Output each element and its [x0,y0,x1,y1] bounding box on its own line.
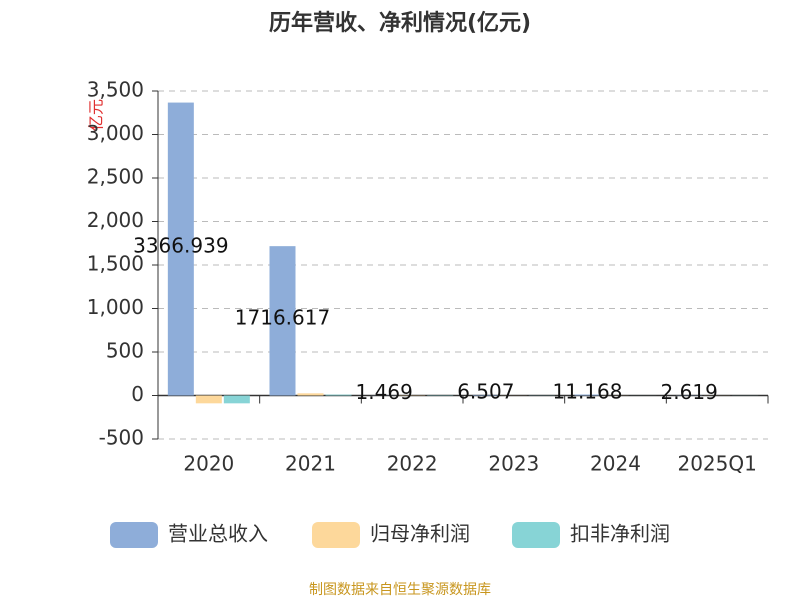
y-tick-label: 2,000 [87,208,144,232]
x-tick-label: 2025Q1 [677,452,756,476]
x-tick-label: 2020 [183,452,234,476]
x-tick-label: 2021 [285,452,336,476]
chart-title: 历年营收、净利情况(亿元) [269,10,531,36]
legend-label: 归母净利润 [370,522,470,546]
y-tick-label: 1,500 [87,252,144,276]
legend-swatch [110,522,158,548]
legend-swatch [512,522,560,548]
data-label: 6.507 [457,380,514,404]
data-label: 1716.617 [235,305,330,329]
data-label: 11.168 [553,380,623,404]
data-label: 1.469 [356,380,413,404]
bar [195,395,222,404]
x-tick-label: 2022 [387,452,438,476]
x-tick-label: 2023 [488,452,539,476]
bar [574,394,601,396]
y-tick-label: 3,000 [87,121,144,145]
data-label: 3366.939 [133,234,228,258]
bar [167,102,194,396]
legend-swatch [312,522,360,548]
x-tick-label: 2024 [590,452,641,476]
y-tick-label: 2,500 [87,165,144,189]
y-tick-label: -500 [99,426,144,450]
bar [325,394,352,396]
source-note: 制图数据来自恒生聚源数据库 [309,582,491,598]
bar [269,246,296,396]
y-tick-label: 3,500 [87,78,144,102]
bar [472,394,499,396]
y-axis-label: 亿元 [87,99,106,131]
y-tick-label: 1,000 [87,295,144,319]
legend-label: 扣非净利润 [570,522,670,546]
y-tick-label: 0 [131,382,144,406]
bar [223,395,250,404]
data-label: 2.619 [661,380,718,404]
legend-label: 营业总收入 [168,522,268,546]
bar [297,393,324,396]
y-tick-label: 500 [106,339,144,363]
